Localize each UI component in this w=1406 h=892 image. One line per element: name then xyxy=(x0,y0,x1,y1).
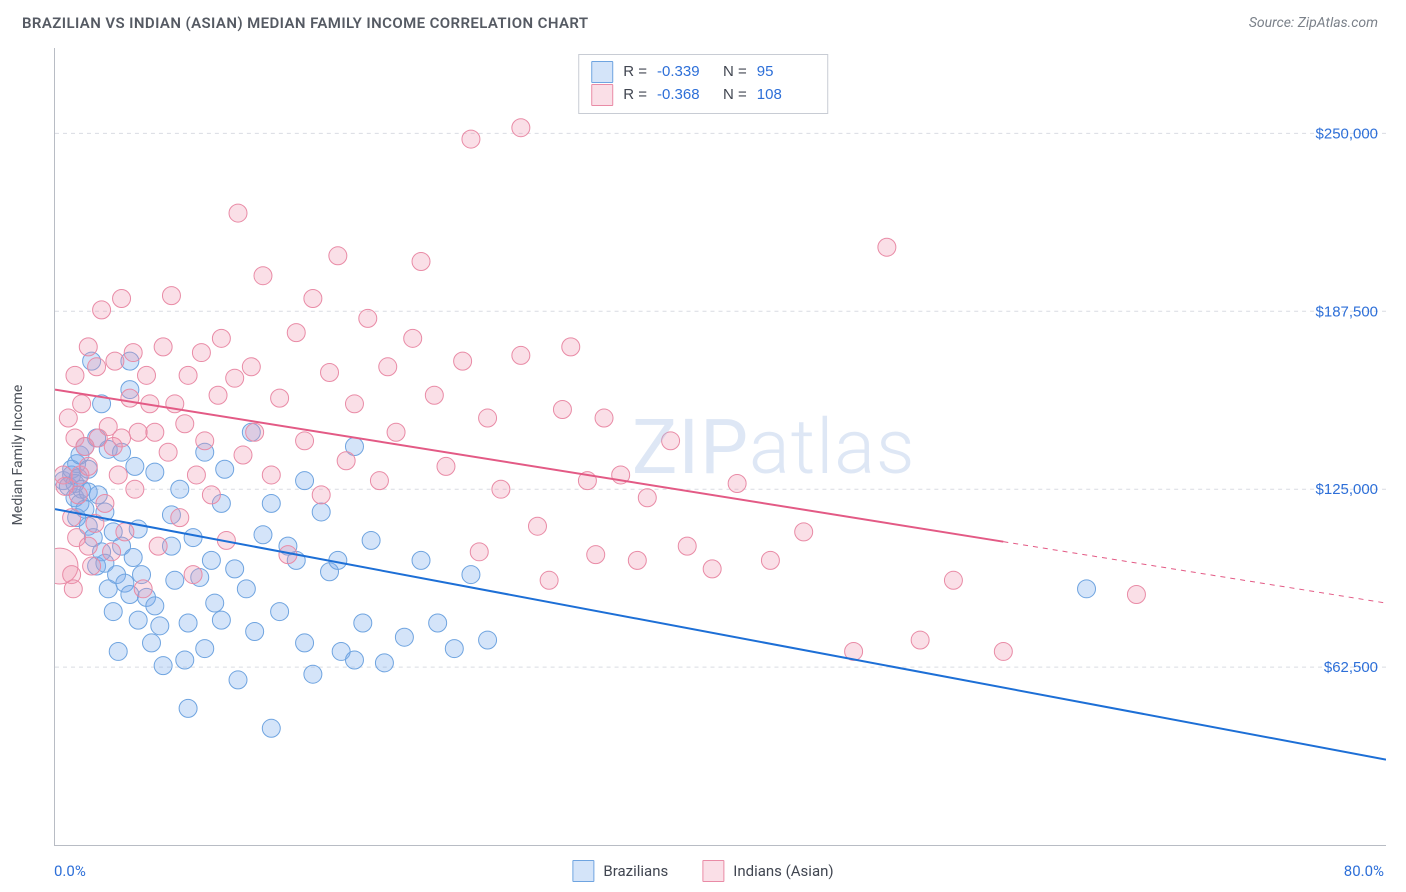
plot-area: $62,500$125,000$187,500$250,000 ZIPatlas xyxy=(54,48,1386,846)
stats-legend-row: R =-0.339N =95 xyxy=(591,60,813,83)
legend-swatch xyxy=(591,84,613,106)
scatter-chart: $62,500 $125,000 $187,500 $250,000 xyxy=(55,48,1386,845)
chart-header: BRAZILIAN VS INDIAN (ASIAN) MEDIAN FAMIL… xyxy=(0,0,1406,42)
stats-legend-row: R =-0.368N =108 xyxy=(591,83,813,106)
y-axis-label: Median Family Income xyxy=(10,385,26,526)
svg-text:$187,500: $187,500 xyxy=(1316,303,1378,320)
svg-text:$62,500: $62,500 xyxy=(1324,659,1378,676)
legend-swatch xyxy=(572,860,594,882)
source-label: Source: ZipAtlas.com xyxy=(1249,15,1378,31)
svg-text:$125,000: $125,000 xyxy=(1316,481,1378,498)
legend-swatch xyxy=(702,860,724,882)
x-min-label: 0.0% xyxy=(54,862,86,880)
svg-text:$250,000: $250,000 xyxy=(1316,125,1378,142)
plot-region: Median Family Income $62,500$125,000$187… xyxy=(22,48,1386,846)
chart-title: BRAZILIAN VS INDIAN (ASIAN) MEDIAN FAMIL… xyxy=(22,14,588,32)
x-max-label: 80.0% xyxy=(1344,862,1384,880)
legend-row: Indians (Asian) xyxy=(702,860,833,882)
legend-label: Indians (Asian) xyxy=(733,862,833,880)
legend-label: Brazilians xyxy=(603,862,668,880)
legend-swatch xyxy=(591,61,613,83)
series-legend: Brazilians Indians (Asian) xyxy=(572,860,833,882)
stats-legend: R =-0.339N =95R =-0.368N =108 xyxy=(578,54,828,114)
legend-row: Brazilians xyxy=(572,860,668,882)
